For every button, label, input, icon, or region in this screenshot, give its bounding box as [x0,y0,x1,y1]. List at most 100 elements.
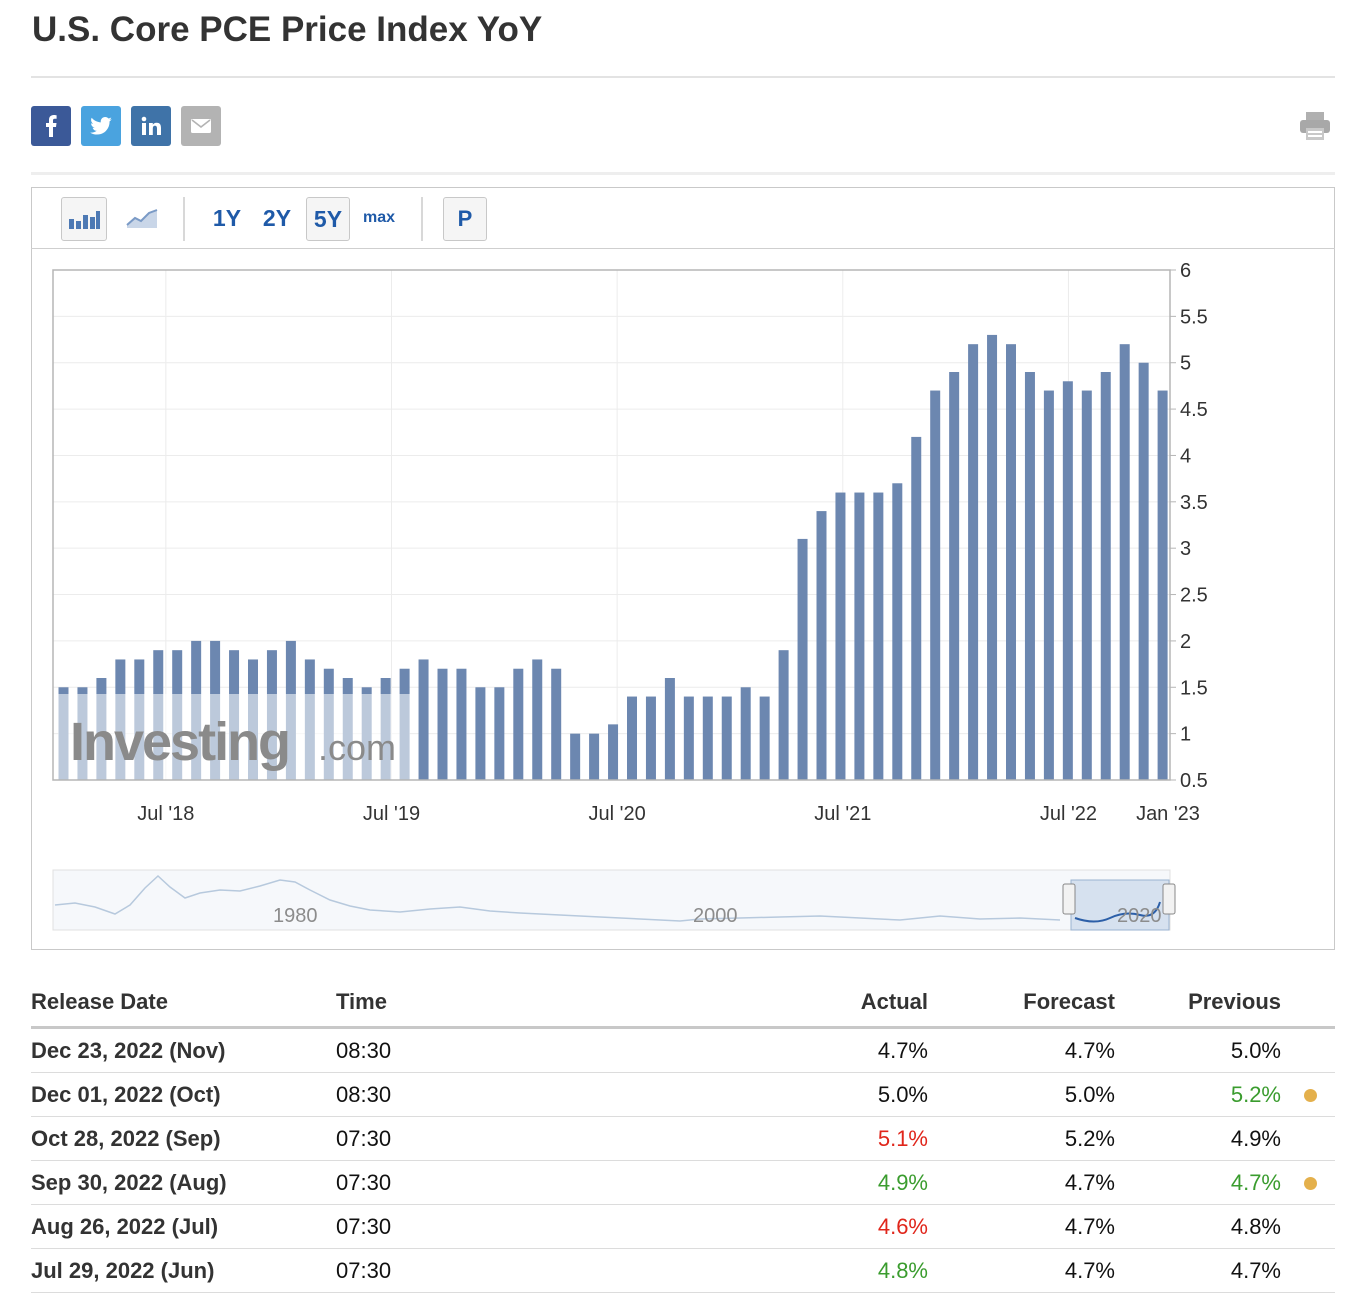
bar[interactable] [608,724,619,780]
x-tick-label: Jan '23 [1136,803,1200,825]
release-date-header[interactable]: Release Date [31,978,336,1029]
bar[interactable] [1081,390,1092,780]
x-tick-label: Jul '20 [589,803,646,825]
title-divider [31,76,1335,78]
bar[interactable] [589,733,600,780]
bar[interactable] [1024,372,1035,780]
revision-cell [1281,1072,1335,1117]
table-row: Dec 01, 2022 (Oct) 08:30 5.0% 5.0% 5.2% [31,1072,1335,1117]
revision-dot-icon[interactable] [1304,1088,1317,1102]
bar[interactable] [873,492,884,780]
bar[interactable] [1100,372,1111,780]
bar[interactable] [494,687,505,780]
bar-chart-icon [69,211,100,229]
bar[interactable] [551,668,562,780]
linkedin-share-button[interactable] [131,106,171,146]
bar[interactable] [645,696,656,780]
actual-value: 5.1% [716,1116,928,1161]
bar[interactable] [683,696,694,780]
bar[interactable] [1062,381,1073,780]
release-time: 07:30 [336,1160,716,1205]
actual-value: 4.7% [716,1027,928,1073]
forecast-value: 4.7% [928,1204,1115,1249]
bar[interactable] [778,650,789,780]
bar[interactable] [721,696,732,780]
chart-svg: Investing .com 65.554.543.532.521.510.5 … [52,260,1208,931]
bar[interactable] [418,659,429,780]
print-button[interactable] [1298,111,1332,141]
bar[interactable] [437,668,448,780]
release-time: 07:30 [336,1116,716,1161]
bar[interactable] [1157,390,1168,780]
table-row: Sep 30, 2022 (Aug) 07:30 4.9% 4.7% 4.7% [31,1160,1335,1205]
revision-cell [1281,1116,1335,1161]
previous-value: 4.9% [1115,1116,1281,1161]
email-share-button[interactable] [181,106,221,146]
bar[interactable] [949,372,960,780]
release-time: 07:30 [336,1248,716,1293]
bar[interactable] [627,696,637,780]
range-5y-button[interactable]: 5Y [306,197,350,241]
page-title: U.S. Core PCE Price Index YoY [32,10,543,49]
previous-value: 4.7% [1115,1160,1281,1205]
line-chart-type-button[interactable] [120,197,164,239]
forecast-value: 5.2% [928,1116,1115,1161]
bar[interactable] [475,687,486,780]
navigator-series [54,874,1061,922]
time-header[interactable]: Time [336,978,716,1029]
x-tick-label: Jul '18 [137,803,194,825]
bar[interactable] [930,390,941,780]
forecast-header[interactable]: Forecast [928,978,1115,1029]
navigator-right-handle[interactable] [1162,883,1176,915]
toolbar-divider [421,197,423,241]
revision-dot-icon[interactable] [1304,1176,1317,1190]
table-row: Jul 29, 2022 (Jun) 07:30 4.8% 4.7% 4.7% [31,1248,1335,1293]
range-1y-button[interactable]: 1Y [212,204,242,231]
bar[interactable] [968,344,979,780]
facebook-share-button[interactable] [31,106,71,146]
bar[interactable] [1043,390,1054,780]
twitter-share-button[interactable] [81,106,121,146]
bar[interactable] [911,436,922,780]
bar[interactable] [1138,362,1149,780]
bar[interactable] [532,659,543,780]
bar[interactable] [570,733,581,780]
bar[interactable] [797,538,808,780]
history-table: Release Date Time Actual Forecast Previo… [31,978,1335,1293]
bar[interactable] [456,668,467,780]
y-tick-label: 4.5 [1180,399,1208,421]
watermark-suffix: .com [318,727,396,768]
bar[interactable] [1006,344,1016,780]
forecast-value: 5.0% [928,1072,1115,1117]
y-tick-label: 5.5 [1180,306,1208,328]
range-2y-button[interactable]: 2Y [262,204,292,231]
forecast-value: 4.7% [928,1248,1115,1293]
bar[interactable] [816,511,827,780]
previous-value: 4.8% [1115,1204,1281,1249]
bar[interactable] [835,492,846,780]
twitter-icon [90,117,112,135]
release-date: Dec 23, 2022 (Nov) [31,1027,336,1073]
p-button[interactable]: P [443,197,487,241]
actual-header[interactable]: Actual [716,978,928,1029]
bar[interactable] [854,492,865,780]
bar[interactable] [987,334,998,780]
bar[interactable] [892,483,903,780]
y-tick-label: 1.5 [1180,677,1208,699]
navigator: 1980 2000 2020 [52,869,1176,931]
linkedin-icon [141,116,161,135]
bar[interactable] [1119,344,1130,780]
bar-chart-type-button[interactable] [61,197,107,241]
previous-header[interactable]: Previous [1115,978,1281,1029]
bar[interactable] [759,696,770,780]
release-date: Dec 01, 2022 (Oct) [31,1072,336,1117]
bar[interactable] [513,668,524,780]
table-header-row: Release Date Time Actual Forecast Previo… [31,978,1335,1029]
navigator-left-handle[interactable] [1062,883,1076,915]
range-max-button[interactable]: max [362,209,396,226]
bar[interactable] [664,678,675,780]
bar[interactable] [702,696,713,780]
watermark-brand: Investing [70,712,289,772]
bar[interactable] [740,687,751,780]
actual-value: 4.6% [716,1204,928,1249]
